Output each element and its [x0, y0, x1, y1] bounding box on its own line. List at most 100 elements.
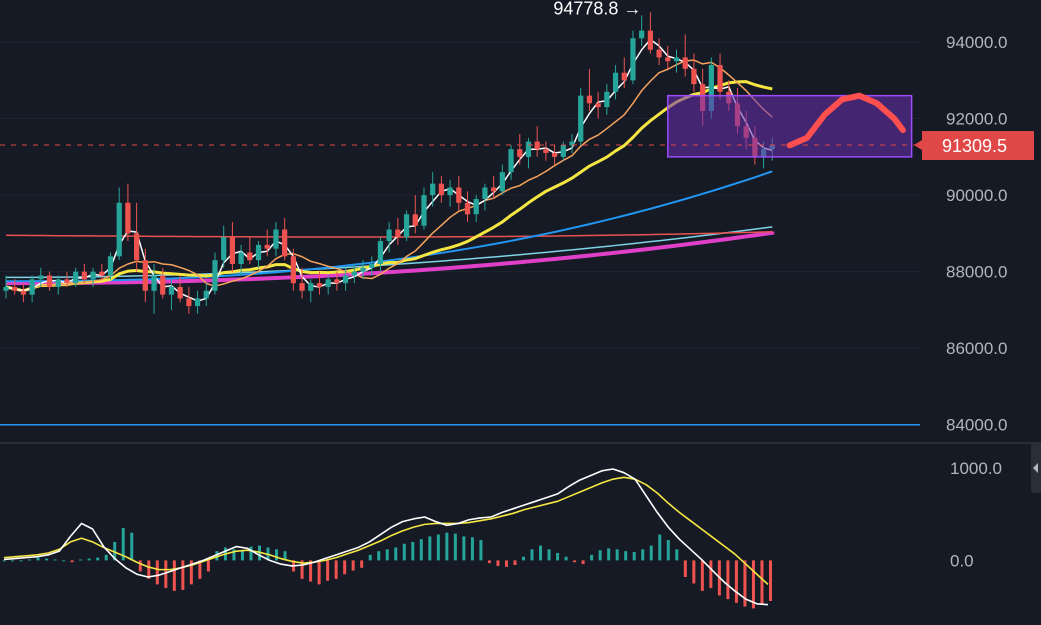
candle-body [81, 271, 87, 280]
candle-body [586, 95, 593, 104]
candle-body [412, 214, 418, 226]
candle-body [395, 229, 401, 238]
candle-body [255, 244, 262, 261]
candle-body [212, 260, 218, 291]
candle-body [421, 195, 427, 226]
candle-body [656, 49, 662, 58]
macd-histogram-bar [147, 560, 151, 579]
candle-body [177, 286, 183, 299]
macd-histogram-bar [113, 541, 117, 561]
candle-body [3, 286, 9, 291]
macd-histogram-bar [675, 549, 679, 561]
candle-body [247, 252, 253, 261]
candle-body [38, 275, 44, 280]
candle-body [55, 279, 61, 287]
macd-histogram-bar [232, 549, 236, 561]
candle-body [116, 202, 122, 257]
macd-histogram-bar [189, 560, 193, 585]
candle-body [168, 286, 175, 295]
candle-body [151, 275, 157, 291]
candle-body [708, 65, 714, 111]
candle-body [386, 229, 392, 242]
macd-histogram-bar [28, 559, 32, 561]
macd-histogram-bar [709, 560, 713, 589]
macd-histogram-bar [692, 560, 696, 584]
candle-body [290, 256, 296, 284]
macd-histogram-bar [368, 554, 372, 561]
macd-histogram-bar [62, 560, 66, 562]
macd-histogram-bar [402, 543, 406, 561]
macd-histogram-bar [309, 560, 313, 582]
macd-histogram-bar [138, 560, 142, 572]
candle-body [360, 267, 366, 272]
oscillator-axis-tick: 1000.0 [950, 459, 1002, 478]
candle-body [186, 298, 192, 307]
macd-histogram-bar [121, 528, 125, 561]
oscillator-axis-tick: 0.0 [950, 551, 974, 570]
macd-histogram-bar [470, 537, 474, 561]
ma-orange-line [5, 59, 773, 292]
macd-histogram-bar [172, 560, 176, 591]
macd-histogram-bar [334, 560, 338, 579]
candle-body [621, 72, 627, 81]
macd-histogram-bar [751, 560, 755, 609]
current-price-tag-pointer [914, 140, 922, 151]
price-axis-tick: 90000.0 [946, 186, 1007, 205]
macd-histogram-bar [300, 560, 304, 579]
candle-body [316, 283, 323, 287]
candle-body [517, 149, 523, 157]
macd-histogram-bar [206, 560, 210, 572]
macd-histogram-bar [445, 532, 449, 561]
macd-histogram-bar [487, 560, 491, 564]
candle-body [673, 57, 680, 62]
macd-histogram-bar [181, 560, 185, 590]
candle-body [351, 271, 357, 276]
macd-histogram-bar [649, 545, 653, 561]
ma-cyan-line [5, 226, 773, 279]
price-axis-tick: 84000.0 [946, 416, 1007, 435]
candle-body [64, 279, 70, 284]
candle-body [682, 57, 688, 69]
candle-body [273, 229, 279, 249]
macd-histogram-bar [632, 552, 636, 561]
macd-histogram-bar [564, 556, 568, 561]
candle-body [90, 271, 96, 280]
candle-body [299, 283, 305, 291]
candle-body [377, 241, 384, 264]
candle-body [604, 91, 610, 108]
macd-histogram-bar [658, 534, 662, 561]
candle-body [73, 271, 79, 284]
candle-body [473, 198, 479, 215]
candle-body [482, 187, 488, 199]
macd-histogram-bar [573, 560, 577, 563]
macd-histogram-bar [504, 560, 508, 567]
macd-histogram-bar [326, 560, 330, 581]
macd-histogram-bar [45, 558, 49, 561]
ma-blue-line [5, 170, 773, 283]
macd-histogram-bar [377, 551, 381, 561]
candle-body [456, 187, 462, 203]
macd-histogram-bar [743, 560, 747, 607]
macd-histogram-bar [2, 560, 6, 562]
scroll-right-handle[interactable] [1031, 443, 1041, 493]
macd-histogram-bar [249, 546, 253, 561]
candle-body [221, 237, 227, 261]
candle-body [282, 229, 288, 257]
candle-body [551, 153, 558, 157]
macd-histogram-bar [530, 549, 534, 561]
macd-histogram-bar [556, 553, 560, 561]
macd-histogram-bar [581, 560, 585, 565]
candle-body [508, 149, 514, 173]
ma-pink-line [5, 230, 775, 286]
candle-body [403, 214, 410, 238]
candle-body [717, 65, 723, 92]
candle-body [491, 187, 497, 192]
candle-body [369, 264, 375, 268]
macd-signal-line [3, 476, 769, 585]
candle-body [647, 30, 653, 50]
macd-histogram-bar [385, 549, 389, 561]
macd-histogram-bar [428, 536, 432, 561]
macd-histogram-bar [547, 549, 551, 561]
macd-histogram-bar [79, 559, 83, 561]
